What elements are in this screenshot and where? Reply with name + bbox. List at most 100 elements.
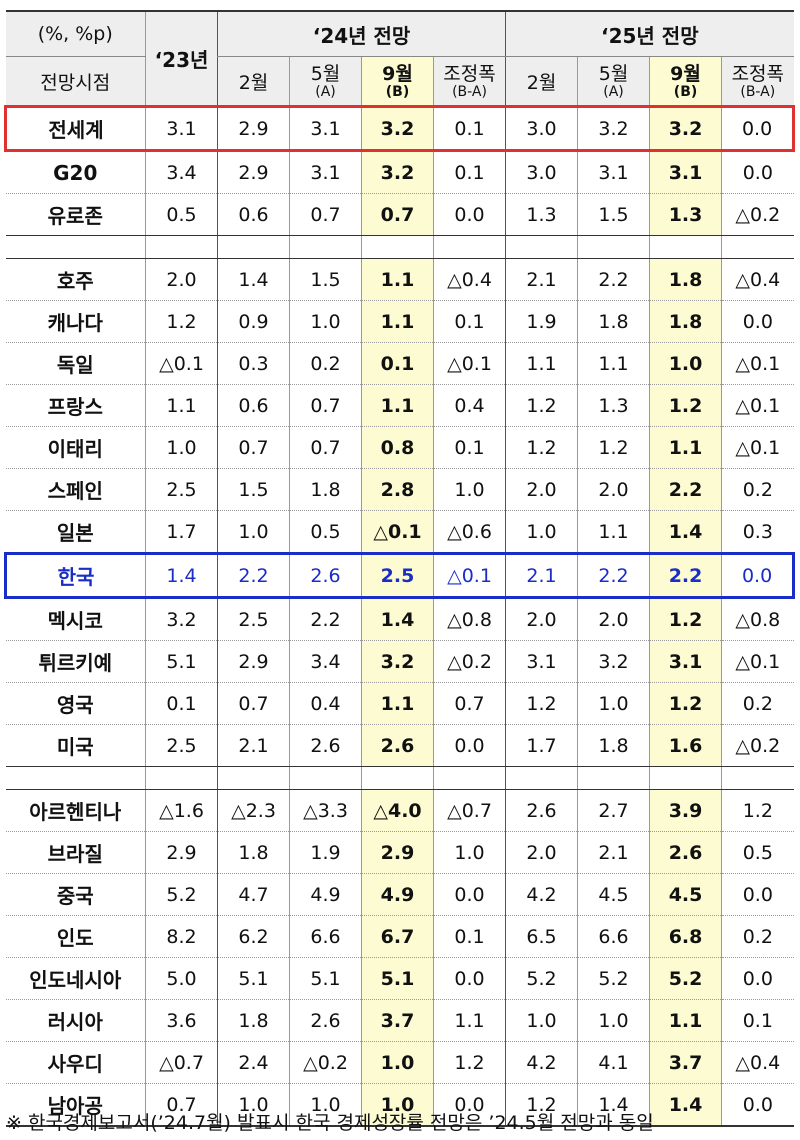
- spacer-cell: [505, 766, 578, 790]
- val-2024-adj: 0.0: [432, 957, 506, 1000]
- country-name: 일본: [5, 510, 146, 554]
- val-2025-feb: 2.0: [505, 831, 578, 874]
- val-2025-adj: 0.0: [721, 1083, 794, 1127]
- val-2024-adj: 0.1: [432, 915, 506, 958]
- val-2024-may: 3.1: [289, 105, 362, 152]
- val-2025-adj: △0.1: [721, 426, 794, 469]
- spacer-cell: [217, 766, 290, 790]
- val-2023: 0.5: [145, 193, 218, 236]
- val-2025-sep: 1.6: [649, 724, 722, 767]
- val-2025-feb: 1.9: [505, 300, 578, 343]
- val-2024-adj: 1.1: [432, 999, 506, 1042]
- val-2025-may: 2.2: [577, 552, 650, 599]
- table-row: 캐나다 1.2 0.9 1.0 1.1 0.1 1.9 1.8 1.8 0.0: [5, 300, 794, 343]
- val-2024-may: △3.3: [289, 789, 362, 832]
- val-2025-feb: 2.0: [505, 468, 578, 511]
- val-2024-feb: 0.6: [217, 193, 290, 236]
- val-2025-may: 3.1: [577, 150, 650, 194]
- val-2024-adj: 0.4: [432, 384, 506, 427]
- val-2024-sep: 0.7: [361, 193, 434, 236]
- val-2024-sep: 3.2: [361, 150, 434, 194]
- val-2025-feb: 4.2: [505, 873, 578, 916]
- val-2025-feb: 2.1: [505, 258, 578, 301]
- val-2025-adj: 1.2: [721, 789, 794, 832]
- period-label: 전망시점: [5, 56, 146, 108]
- table-row: 프랑스 1.1 0.6 0.7 1.1 0.4 1.2 1.3 1.2 △0.1: [5, 384, 794, 427]
- val-2023: △1.6: [145, 789, 218, 832]
- val-2025-feb: 3.0: [505, 150, 578, 194]
- table-row: 전세계 3.1 2.9 3.1 3.2 0.1 3.0 3.2 3.2 0.0: [4, 105, 796, 152]
- table-row: 영국 0.1 0.7 0.4 1.1 0.7 1.2 1.0 1.2 0.2: [5, 682, 794, 725]
- val-2025-sep: 1.1: [649, 999, 722, 1042]
- val-2025-adj: 0.0: [721, 552, 796, 599]
- val-2025-adj: 0.0: [721, 873, 794, 916]
- table-row: 이태리 1.0 0.7 0.7 0.8 0.1 1.2 1.2 1.1 △0.1: [5, 426, 794, 469]
- val-2023: 3.6: [145, 999, 218, 1042]
- val-2025-may: 4.1: [577, 1041, 650, 1084]
- country-name: 영국: [5, 682, 146, 725]
- val-2025-adj: 0.0: [721, 105, 796, 152]
- table-row: 유로존 0.5 0.6 0.7 0.7 0.0 1.3 1.5 1.3 △0.2: [5, 193, 794, 236]
- val-2024-adj: 0.1: [432, 300, 506, 343]
- country-name: 인도네시아: [5, 957, 146, 1000]
- val-2024-feb: 4.7: [217, 873, 290, 916]
- country-name: 아르헨티나: [5, 789, 146, 832]
- country-name: 중국: [5, 873, 146, 916]
- val-2023: 1.4: [145, 552, 218, 599]
- val-2025-may: 2.0: [577, 468, 650, 511]
- year-2024-forecast-header: ‘24년 전망: [216, 10, 506, 57]
- country-name: 브라질: [5, 831, 146, 874]
- table-row: 남아공 0.7 1.0 1.0 1.0 0.0 1.2 1.4 1.4 0.0: [5, 1083, 794, 1127]
- table-body: 전세계 3.1 2.9 3.1 3.2 0.1 3.0 3.2 3.2 0.0 G20 3.4 2.9 3…: [4, 105, 796, 1127]
- val-2025-sep: 1.3: [649, 193, 722, 236]
- val-2025-sep: 3.7: [649, 1041, 722, 1084]
- val-2023: 2.5: [145, 468, 218, 511]
- country-name: 전세계: [4, 105, 146, 152]
- table-row: 브라질 2.9 1.8 1.9 2.9 1.0 2.0 2.1 2.6 0.5: [5, 831, 794, 874]
- val-2025-feb: 1.2: [505, 682, 578, 725]
- val-2024-feb: △2.3: [217, 789, 290, 832]
- val-2024-adj: △0.1: [432, 342, 506, 385]
- val-2024-sep: 5.1: [361, 957, 434, 1000]
- table-header: (%, %p) ‘23년 ‘24년 전망 ‘25년 전망 전망시점 2월 5월(…: [5, 10, 794, 108]
- country-name: 유로존: [5, 193, 146, 236]
- val-2024-may: 2.6: [289, 552, 362, 599]
- col24-feb: 2월: [217, 56, 290, 108]
- country-name: 독일: [5, 342, 146, 385]
- spacer-cell: [361, 235, 434, 259]
- val-2023: 0.1: [145, 682, 218, 725]
- val-2025-sep: 1.2: [649, 384, 722, 427]
- val-2025-feb: 6.5: [505, 915, 578, 958]
- table-row: 일본 1.7 1.0 0.5 △0.1 △0.6 1.0 1.1 1.4 0.3: [5, 510, 794, 554]
- table-row: G20 3.4 2.9 3.1 3.2 0.1 3.0 3.1 3.1 0.0: [5, 150, 794, 194]
- val-2024-may: △0.2: [289, 1041, 362, 1084]
- val-2024-feb: 6.2: [217, 915, 290, 958]
- val-2025-adj: 0.0: [721, 957, 794, 1000]
- val-2024-sep: 0.8: [361, 426, 434, 469]
- val-2024-sep: 2.5: [361, 552, 434, 599]
- val-2024-feb: 1.4: [217, 258, 290, 301]
- val-2024-feb: 0.6: [217, 384, 290, 427]
- val-2023: 3.1: [145, 105, 218, 152]
- col25-feb: 2월: [505, 56, 578, 108]
- val-2025-adj: △0.4: [721, 258, 794, 301]
- group-spacer: [5, 235, 794, 259]
- country-name: G20: [5, 150, 146, 194]
- val-2025-adj: △0.1: [721, 384, 794, 427]
- val-2024-adj: 0.0: [432, 193, 506, 236]
- val-2024-adj: 0.1: [432, 150, 506, 194]
- val-2023: 5.0: [145, 957, 218, 1000]
- country-name: 사우디: [5, 1041, 146, 1084]
- country-name: 캐나다: [5, 300, 146, 343]
- country-name: 스페인: [5, 468, 146, 511]
- val-2024-sep: 1.1: [361, 384, 434, 427]
- country-name: 멕시코: [5, 597, 146, 641]
- spacer-cell: [432, 766, 506, 790]
- val-2024-sep: 1.1: [361, 682, 434, 725]
- spacer-cell: [505, 235, 578, 259]
- spacer-cell: [289, 766, 362, 790]
- val-2025-sep: 2.6: [649, 831, 722, 874]
- val-2024-feb: 0.7: [217, 682, 290, 725]
- country-name: 튀르키예: [5, 640, 146, 683]
- val-2024-may: 0.5: [289, 510, 362, 554]
